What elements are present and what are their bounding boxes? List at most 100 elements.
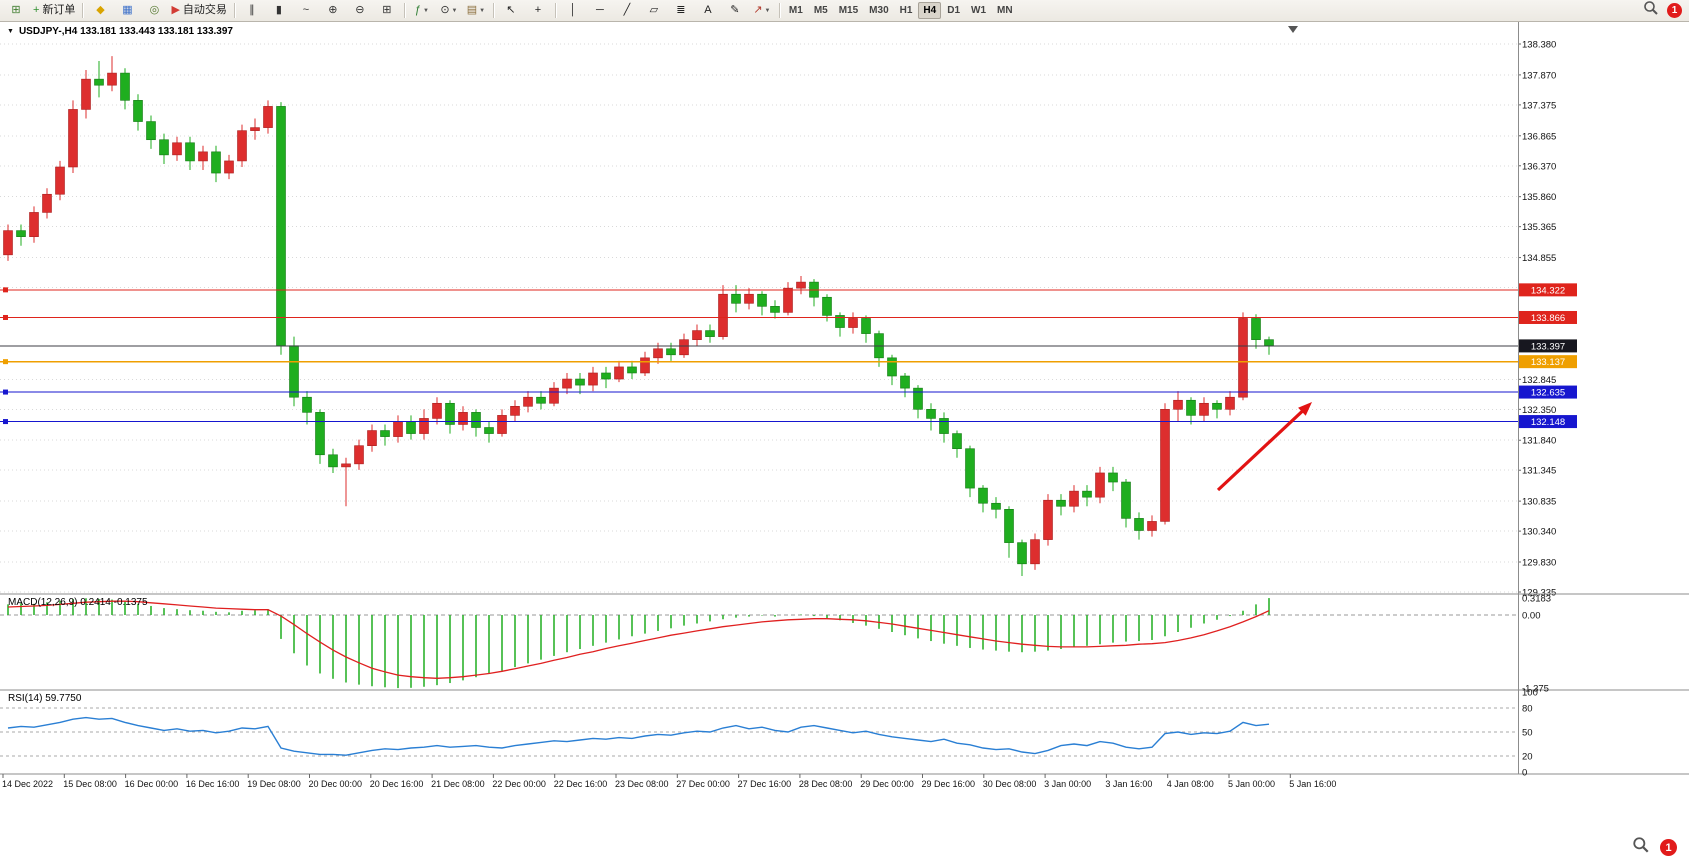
candle-body bbox=[289, 345, 299, 398]
timeframe-button-w1[interactable]: W1 bbox=[971, 5, 987, 16]
zoom-out-button[interactable]: ⊖ bbox=[347, 1, 373, 21]
time-axis-label: 16 Dec 16:00 bbox=[186, 779, 240, 789]
price-axis-label: 136.865 bbox=[1522, 131, 1556, 142]
channel-icon: ▱ bbox=[649, 4, 659, 16]
price-axis-label: 131.840 bbox=[1522, 436, 1556, 447]
price-axis-label: 137.375 bbox=[1522, 100, 1556, 111]
candle-body bbox=[94, 78, 104, 86]
trend-arrow-shaft[interactable] bbox=[1216, 409, 1305, 492]
candle-body bbox=[458, 412, 468, 425]
time-axis-label: 3 Jan 16:00 bbox=[1105, 779, 1152, 789]
candle-body bbox=[1251, 318, 1261, 340]
line-anchor-handle[interactable] bbox=[3, 314, 8, 320]
line-anchor-handle[interactable] bbox=[3, 287, 8, 293]
timeframe-button-mn[interactable]: MN bbox=[997, 5, 1013, 16]
timeframe-button-m30[interactable]: M30 bbox=[869, 5, 889, 16]
bar-chart-type-button[interactable]: ∥ bbox=[239, 1, 265, 21]
data-window-icon-icon: ◎ bbox=[149, 4, 160, 16]
line-chart-type-icon: ~ bbox=[302, 4, 310, 16]
price-axis-label: 129.335 bbox=[1522, 588, 1556, 599]
horizontal-line-button[interactable]: ─ bbox=[587, 1, 613, 21]
candle-body bbox=[978, 487, 988, 504]
candle-body bbox=[1199, 402, 1209, 416]
candle-body bbox=[939, 418, 949, 434]
chart-shift-marker[interactable] bbox=[1288, 26, 1298, 33]
line-anchor-handle[interactable] bbox=[3, 359, 8, 365]
time-axis-label: 21 Dec 08:00 bbox=[431, 779, 485, 789]
chevron-down-icon: ▼ bbox=[479, 7, 486, 14]
candle-body bbox=[835, 315, 845, 328]
candle-body bbox=[3, 230, 13, 256]
chevron-down-icon: ▼ bbox=[451, 7, 458, 14]
candle-body bbox=[679, 339, 689, 356]
arrows-button[interactable]: ↗ ▼ bbox=[749, 1, 775, 21]
line-anchor-handle[interactable] bbox=[3, 389, 8, 395]
candle-body bbox=[692, 330, 702, 340]
indicators-button[interactable]: ƒ ▼ bbox=[409, 1, 435, 21]
line-chart-type-button[interactable]: ~ bbox=[293, 1, 319, 21]
notification-badge[interactable]: 1 bbox=[1667, 3, 1682, 18]
toolbar-separator bbox=[403, 3, 405, 18]
timeframe-button-m1[interactable]: M1 bbox=[788, 5, 803, 16]
chart-title-bar: ▼ USDJPY-,H4 133.181 133.443 133.181 133… bbox=[7, 26, 233, 37]
trend-arrow-head[interactable] bbox=[1298, 402, 1312, 416]
candle-body bbox=[744, 293, 754, 304]
candle-body bbox=[1264, 339, 1274, 347]
time-axis[interactable] bbox=[0, 774, 1518, 792]
new-order-button[interactable]: + 新订单 bbox=[30, 1, 78, 21]
text-label-button[interactable]: ✎ bbox=[722, 1, 748, 21]
vertical-line-button[interactable]: │ bbox=[560, 1, 586, 21]
candle-body bbox=[159, 139, 169, 156]
cursor-button[interactable]: ↖ bbox=[498, 1, 524, 21]
time-axis-label: 22 Dec 16:00 bbox=[554, 779, 608, 789]
tile-windows-button[interactable]: ⊞ bbox=[374, 1, 400, 21]
expert-advisors-icon-button[interactable]: ◆ bbox=[87, 1, 113, 21]
candle-body bbox=[1173, 399, 1183, 410]
templates-button[interactable]: ▤ ▼ bbox=[463, 1, 489, 21]
candle-body bbox=[497, 415, 507, 434]
chart-dropdown-icon[interactable]: ▼ bbox=[7, 28, 14, 35]
profiles-icon-button[interactable]: ▦ bbox=[114, 1, 140, 21]
time-axis-label: 23 Dec 08:00 bbox=[615, 779, 669, 789]
candle-body bbox=[783, 287, 793, 313]
tile-windows-icon: ⊞ bbox=[382, 4, 392, 16]
notification-badge[interactable]: 1 bbox=[1660, 839, 1677, 856]
expert-advisors-icon-icon: ◆ bbox=[96, 4, 105, 16]
candle-body bbox=[315, 412, 325, 456]
candle-body bbox=[367, 430, 377, 446]
timeframe-button-h1[interactable]: H1 bbox=[899, 5, 913, 16]
price-axis-label: 132.845 bbox=[1522, 375, 1556, 386]
zoom-in-button[interactable]: ⊕ bbox=[320, 1, 346, 21]
candlestick-chart-type-button[interactable]: ▮ bbox=[266, 1, 292, 21]
candle-body bbox=[848, 318, 858, 328]
text-button[interactable]: A bbox=[695, 1, 721, 21]
periods-icon: ⊙ bbox=[440, 4, 450, 16]
new-order-button-label: 新订单 bbox=[42, 4, 76, 16]
candle-body bbox=[1134, 518, 1144, 531]
data-window-icon-button[interactable]: ◎ bbox=[141, 1, 167, 21]
timeframe-button-m5[interactable]: M5 bbox=[813, 5, 828, 16]
new-chart-button[interactable]: ⊞ bbox=[3, 1, 29, 21]
time-axis-label: 15 Dec 08:00 bbox=[63, 779, 117, 789]
fibonacci-button[interactable]: ≣ bbox=[668, 1, 694, 21]
price-axis[interactable] bbox=[1518, 22, 1689, 774]
crosshair-button[interactable]: + bbox=[525, 1, 551, 21]
auto-trading-button[interactable]: ▶ 自动交易 bbox=[168, 1, 229, 21]
candle-body bbox=[224, 160, 234, 174]
candle-body bbox=[900, 375, 910, 389]
candle-body bbox=[406, 421, 416, 434]
periods-button[interactable]: ⊙ ▼ bbox=[436, 1, 462, 21]
candle-body bbox=[796, 281, 806, 289]
horizontal-line-icon: ─ bbox=[596, 4, 604, 16]
candle-body bbox=[419, 418, 429, 434]
candle-body bbox=[302, 396, 312, 413]
channel-button[interactable]: ▱ bbox=[641, 1, 667, 21]
timeframe-button-h4[interactable]: H4 bbox=[918, 2, 942, 19]
timeframe-button-m15[interactable]: M15 bbox=[838, 5, 859, 16]
timeframe-button-d1[interactable]: D1 bbox=[947, 5, 961, 16]
line-anchor-handle[interactable] bbox=[3, 419, 8, 425]
search-icon[interactable] bbox=[1632, 836, 1650, 859]
candle-body bbox=[29, 212, 39, 237]
search-icon[interactable] bbox=[1643, 0, 1659, 21]
trendline-button[interactable]: ╱ bbox=[614, 1, 640, 21]
